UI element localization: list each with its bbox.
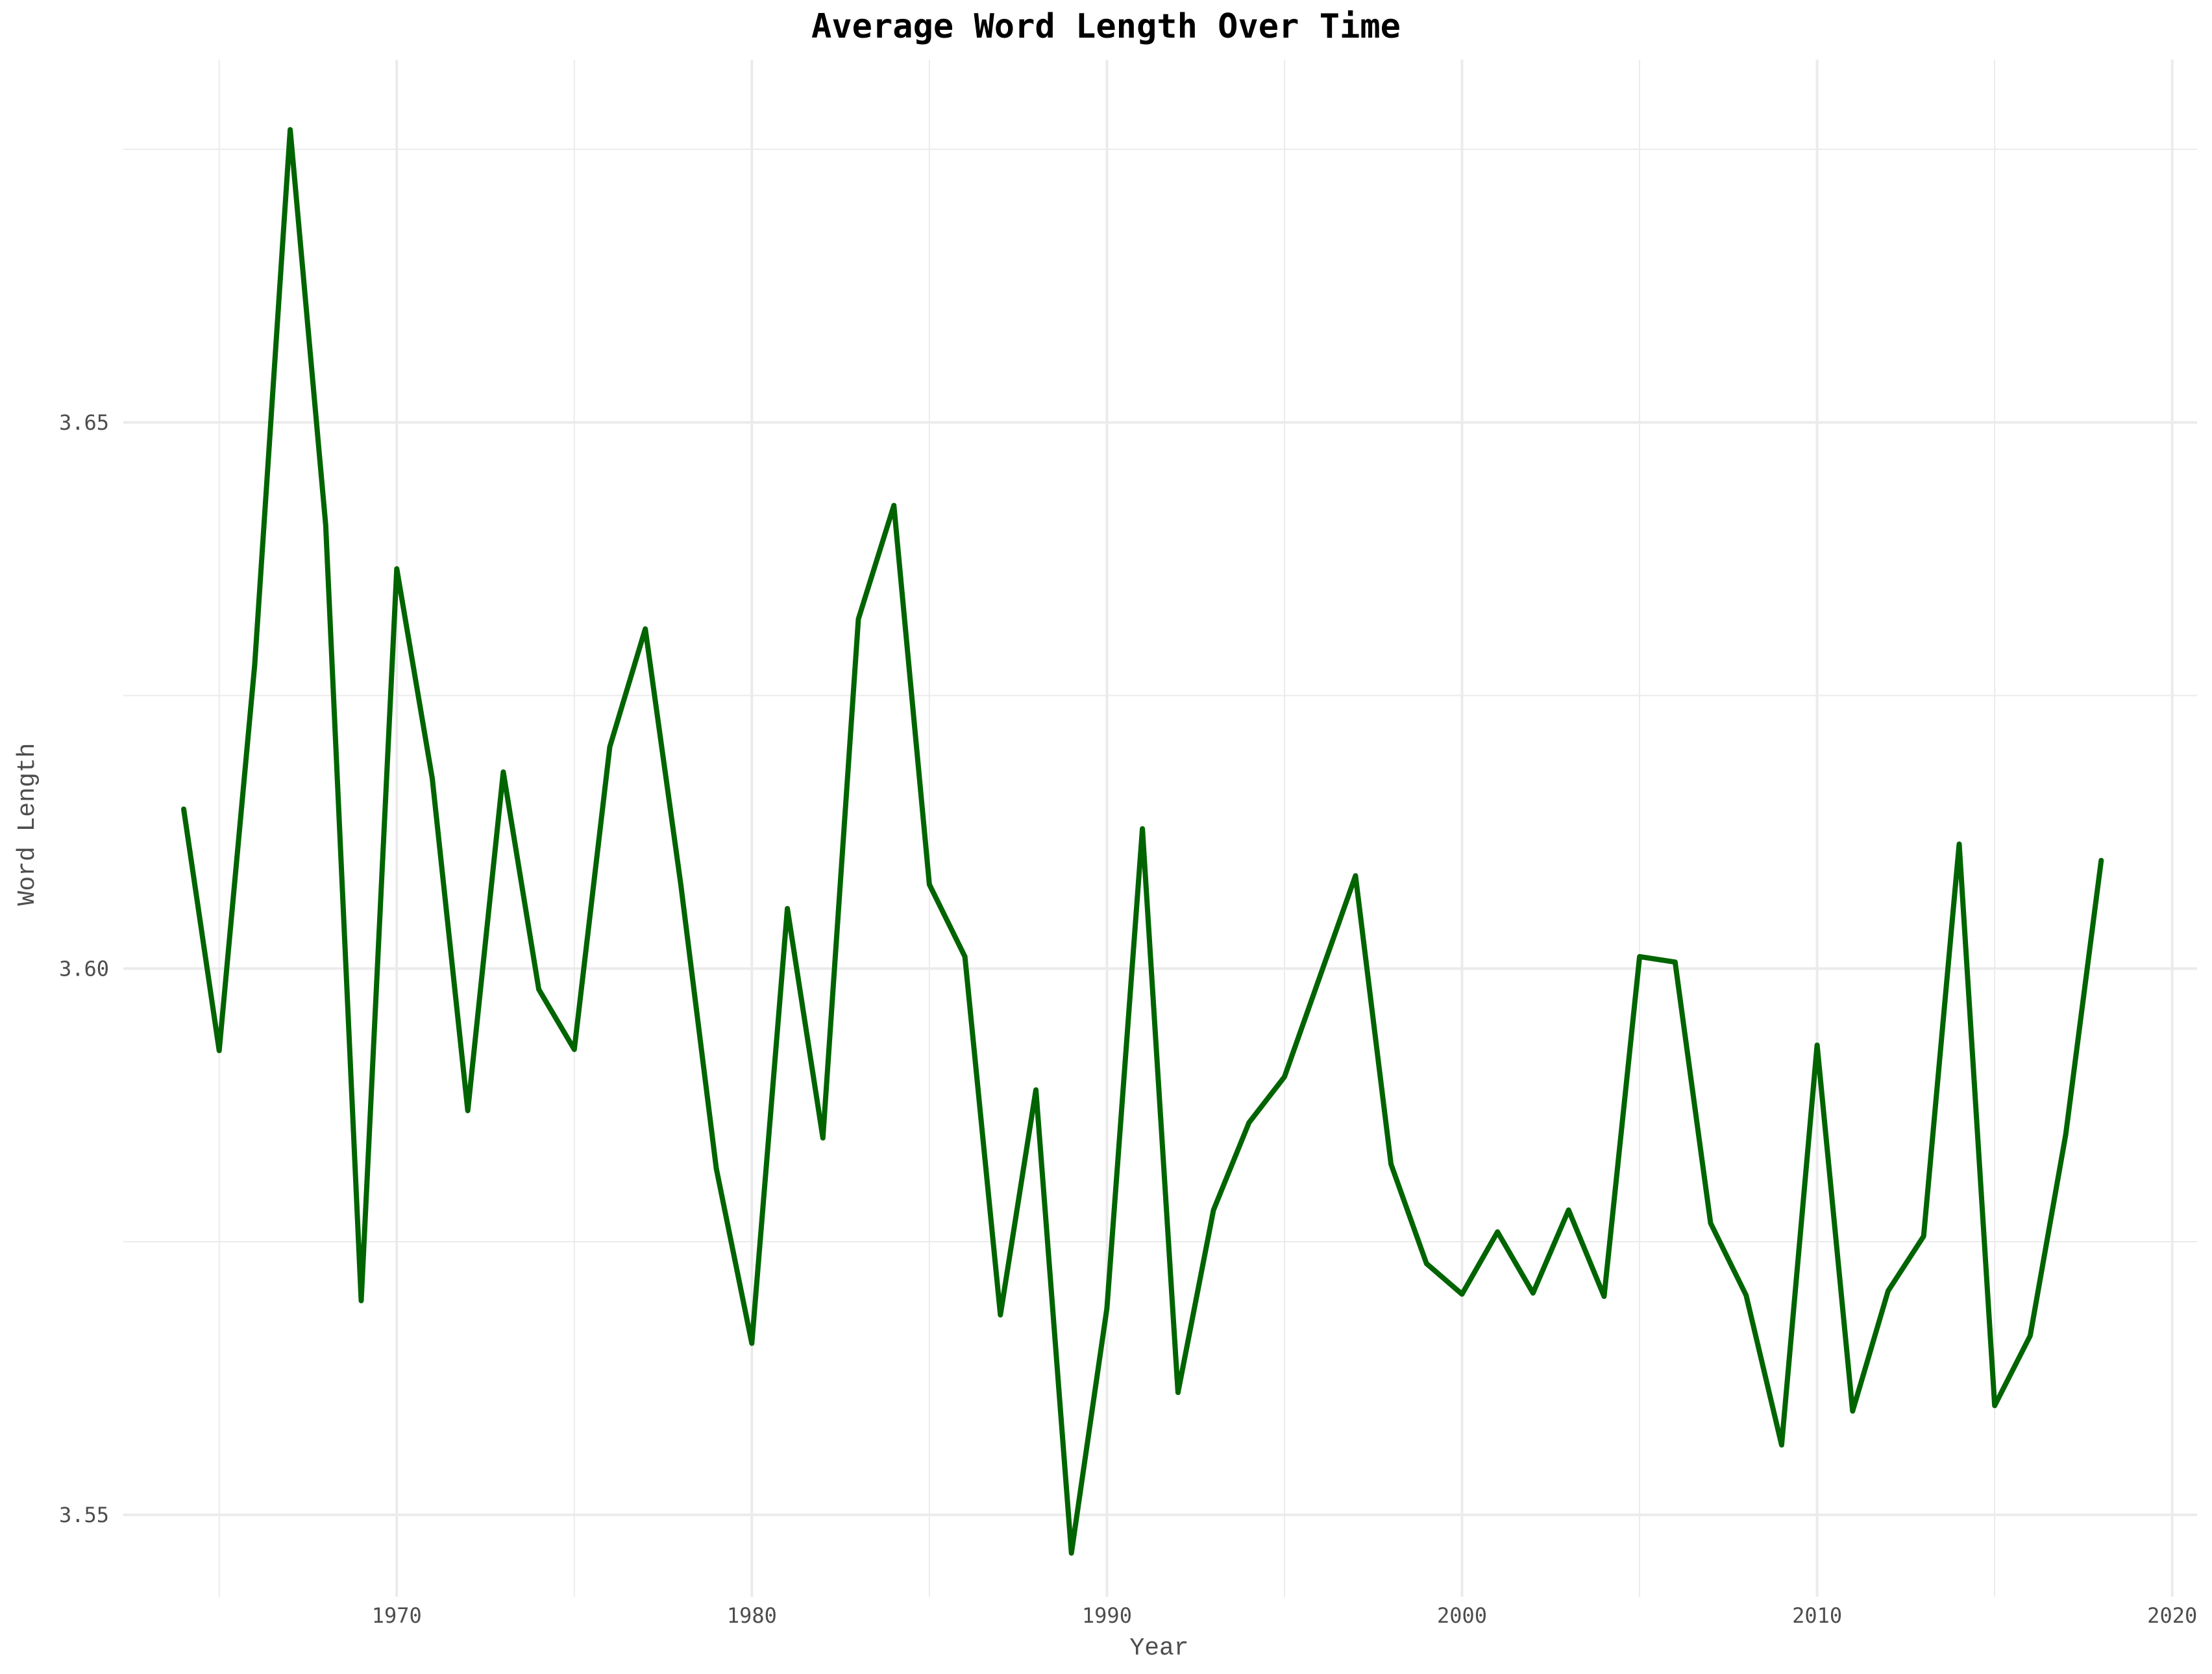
y-axis-title: Word Length	[14, 743, 42, 906]
x-tick-label: 2000	[1437, 1603, 1487, 1628]
x-tick-label: 1970	[372, 1603, 422, 1628]
y-tick-label: 3.60	[59, 956, 109, 981]
series-line	[181, 127, 2104, 1556]
y-tick-label: 3.55	[59, 1503, 109, 1527]
x-tick-label: 2010	[1792, 1603, 1842, 1628]
x-tick-label: 1980	[727, 1603, 777, 1628]
y-tick-label: 3.65	[59, 410, 109, 435]
grid	[123, 60, 2197, 1597]
x-tick-label: 2020	[2147, 1603, 2197, 1628]
tick-labels: 1970 1980 1990 2000 2010 2020 3.55 3.60 3.65	[59, 410, 2197, 1628]
x-tick-label: 1990	[1082, 1603, 1132, 1628]
x-axis-title: Year	[1129, 1634, 1188, 1662]
chart-title: Average Word Length Over Time	[811, 7, 1401, 46]
